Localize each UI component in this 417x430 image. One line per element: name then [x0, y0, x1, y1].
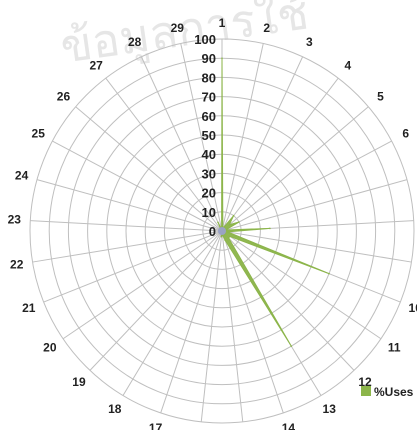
grid-spoke	[122, 230, 223, 396]
grid-spoke	[30, 220, 223, 232]
category-label: 27	[89, 58, 103, 72]
tick-label: 90	[202, 51, 216, 66]
data-point	[328, 272, 330, 275]
data-point	[220, 235, 223, 238]
grid-spoke	[140, 56, 223, 232]
grid-spoke	[221, 230, 412, 263]
tick-label: 40	[202, 147, 216, 162]
legend-label: %Uses	[374, 385, 414, 399]
tick-label: 80	[202, 70, 216, 85]
tick-label: 50	[202, 128, 216, 143]
category-label: 6	[402, 127, 409, 141]
category-label: 23	[8, 213, 22, 227]
category-label: 26	[57, 89, 71, 103]
data-point	[217, 221, 219, 224]
data-point	[226, 231, 229, 233]
grid-spoke	[221, 56, 304, 232]
tick-label: 0	[209, 224, 216, 239]
legend-swatch	[361, 386, 371, 396]
grid-spoke	[36, 179, 223, 232]
grid-spoke	[52, 140, 223, 232]
grid-spoke	[221, 230, 355, 371]
tick-label: 70	[202, 90, 216, 105]
grid-spoke	[221, 106, 369, 232]
grid-spoke	[200, 230, 223, 422]
tick-label: 60	[202, 109, 216, 124]
category-label: 12	[358, 375, 372, 389]
grid-spoke	[221, 179, 408, 232]
tick-label: 30	[202, 166, 216, 181]
category-label: 17	[149, 421, 163, 430]
category-label: 4	[345, 58, 352, 72]
data-point	[221, 57, 223, 59]
grid-spoke	[89, 230, 223, 371]
category-label: 2	[263, 21, 270, 35]
center-marker	[218, 227, 226, 235]
category-label: 5	[377, 89, 384, 103]
grid-spoke	[62, 230, 223, 340]
category-label: 1	[219, 16, 226, 30]
category-label: 25	[32, 127, 46, 141]
legend: %Uses	[361, 385, 414, 399]
grid-spoke	[160, 230, 223, 414]
category-label: 29	[171, 21, 185, 35]
data-point	[238, 221, 240, 223]
category-label: 22	[10, 258, 24, 272]
data-point	[224, 239, 226, 241]
category-label: 21	[22, 301, 36, 315]
grid-spoke	[221, 77, 339, 232]
grid-spoke	[180, 43, 223, 232]
category-label: 13	[323, 402, 337, 416]
data-point	[227, 237, 230, 239]
grid-spoke	[105, 77, 223, 232]
category-label: 19	[72, 375, 86, 389]
grid-spoke	[32, 230, 223, 263]
category-label: 14	[282, 421, 296, 430]
category-label: 18	[108, 402, 122, 416]
grid-spoke	[221, 230, 382, 340]
category-label: 3	[306, 35, 313, 49]
grid-spoke	[221, 43, 264, 232]
tick-label: 10	[202, 205, 216, 220]
category-labels: 1234567891011121314151617181920212223242…	[8, 16, 417, 430]
grid-spoke	[221, 230, 284, 414]
data-point	[229, 235, 231, 238]
grid-spoke	[221, 230, 244, 422]
tick-label: 20	[202, 186, 216, 201]
data-point	[232, 214, 235, 217]
radial-tick-labels: 0 10 20 30 40 50 60 70 80 90 100	[194, 32, 216, 239]
data-point	[228, 223, 231, 226]
grid-spoke	[75, 106, 223, 232]
category-label: 28	[128, 35, 142, 49]
data-point	[290, 345, 293, 347]
series-area	[217, 57, 330, 347]
grid-spoke	[221, 140, 392, 232]
category-label: 20	[43, 341, 57, 355]
category-label: 10	[409, 301, 417, 315]
grid-spoke	[43, 230, 223, 303]
data-point	[269, 227, 271, 230]
category-label: 24	[15, 168, 29, 182]
category-label: 11	[388, 341, 401, 355]
tick-label: 100	[194, 32, 216, 47]
